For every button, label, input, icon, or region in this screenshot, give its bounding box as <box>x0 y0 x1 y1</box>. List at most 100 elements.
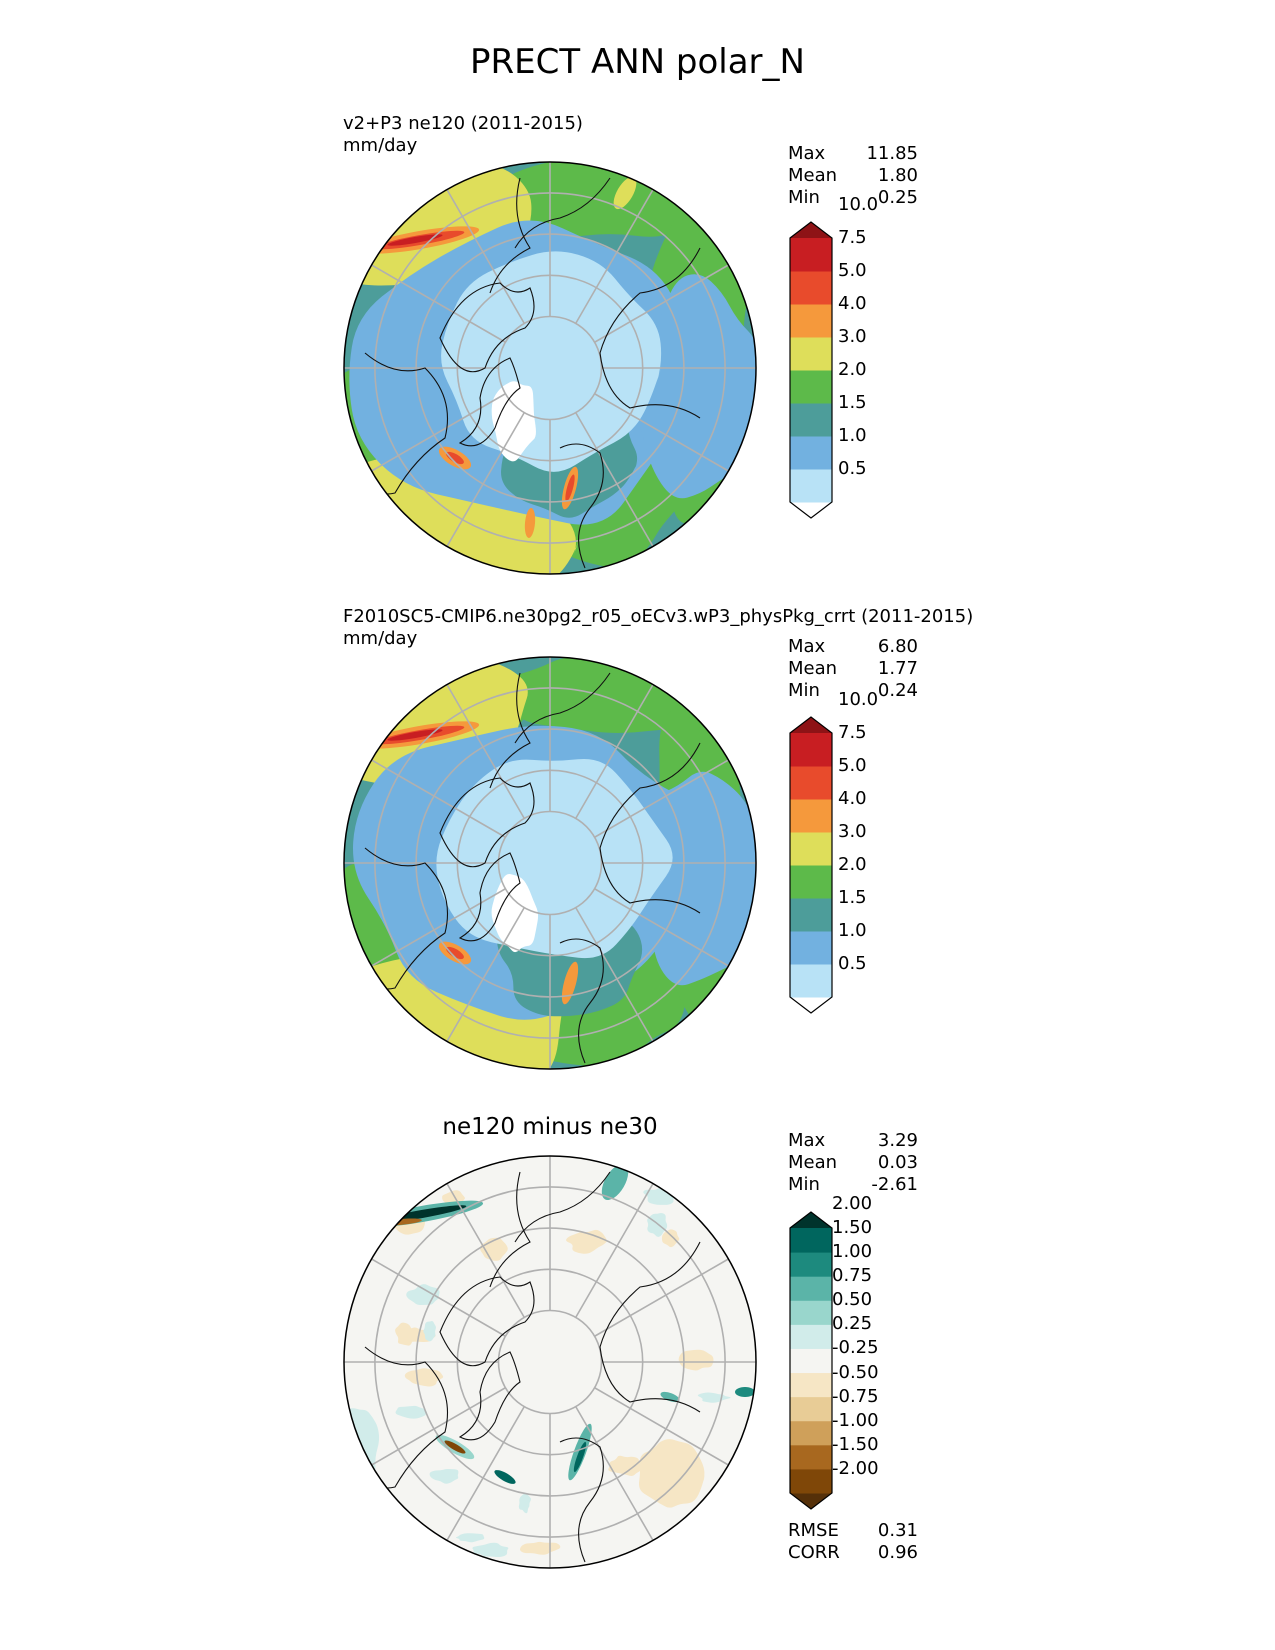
field-streak <box>524 508 536 538</box>
stat-max: 3.29 <box>877 1130 918 1151</box>
colorbar-tick-label: -1.50 <box>832 1433 879 1455</box>
coastline <box>514 672 611 744</box>
colorbar-segment <box>790 1252 832 1277</box>
diff-patch <box>608 1455 643 1476</box>
colorbar-tick-label: 1.50 <box>832 1217 873 1238</box>
stat-label: Min <box>788 187 820 208</box>
meridian-line <box>446 412 525 547</box>
coastline <box>489 672 531 789</box>
meridian-line <box>594 1387 729 1466</box>
panel-1-title: v2+P3 ne120 (2011-2015) mm/day <box>343 113 583 157</box>
coastline <box>599 742 701 914</box>
meridian-line <box>446 1183 525 1318</box>
colorbar-segment <box>790 436 832 470</box>
colorbar-segment <box>790 337 832 371</box>
meridian-line <box>594 264 729 343</box>
metric-label: RMSE <box>788 1520 839 1541</box>
stat-min: 0.25 <box>877 187 918 208</box>
colorbar-segment <box>790 1348 832 1374</box>
panel-1-stats: Max 11.85 Mean 1.80 Min 0.25 <box>788 143 918 209</box>
colorbar-tick-label: 1.0 <box>838 425 867 446</box>
diff-patch <box>472 1542 509 1558</box>
coastline <box>514 1171 611 1243</box>
panel-3-title: ne120 minus ne30 <box>442 1114 658 1140</box>
colorbar-segment <box>790 1372 832 1398</box>
meridian-line <box>371 888 506 967</box>
coastline <box>439 282 535 373</box>
meridian-line <box>371 264 506 343</box>
colorbar-tick-label: 2.00 <box>832 1192 873 1214</box>
meridian-line <box>575 189 654 324</box>
diff-streak <box>601 1163 629 1201</box>
polar-map-2 <box>343 656 757 1070</box>
diff-patch <box>638 1439 706 1508</box>
colorbar-2 <box>789 716 833 1014</box>
colorbar-tick-label: 4.0 <box>838 788 867 809</box>
panel-3-metrics: RMSE 0.31 CORR 0.96 <box>788 1520 918 1564</box>
colorbar-outline <box>789 221 833 519</box>
meridian-line <box>446 684 525 819</box>
colorbar-segment <box>790 370 832 404</box>
map-field <box>344 162 756 574</box>
diff-patch <box>697 1392 733 1403</box>
colorbar-extend-top <box>790 717 832 733</box>
meridian-line <box>575 1406 654 1541</box>
panel-2-stats: Max 6.80 Mean 1.77 Min 0.24 <box>788 636 918 702</box>
colorbar-tick-label: 1.0 <box>838 920 867 941</box>
colorbar-segment <box>790 271 832 305</box>
colorbar-tick-label: 7.5 <box>838 227 867 248</box>
colorbar-tick-label: 0.25 <box>832 1313 873 1335</box>
colorbar-segment <box>790 1444 832 1470</box>
stat-max: 11.85 <box>866 143 918 164</box>
coastline <box>458 852 521 942</box>
meridian-line <box>371 1258 506 1337</box>
colorbar-tick-label: 10.0 <box>838 194 879 215</box>
colorbar-extend-bottom <box>790 1493 832 1509</box>
meridian-line <box>371 393 506 472</box>
stat-label: Max <box>788 636 826 657</box>
map-border <box>343 1155 757 1569</box>
colorbar-segment <box>790 403 832 437</box>
colorbar-tick-label: -0.50 <box>832 1361 879 1383</box>
colorbar-segment <box>790 1228 832 1253</box>
colorbar-segment <box>790 832 832 866</box>
colorbar-segment <box>790 799 832 833</box>
coastline <box>559 443 604 569</box>
coastline <box>458 357 521 447</box>
diff-streak <box>573 1441 587 1473</box>
coastline <box>489 1171 531 1288</box>
meridian-line <box>446 1406 525 1541</box>
meridian-line <box>371 759 506 838</box>
field-blue <box>636 274 756 499</box>
colorbar-segment <box>790 766 832 800</box>
stat-max: 6.80 <box>877 636 918 657</box>
map-field <box>344 657 756 1069</box>
diff-patch <box>395 1405 428 1419</box>
diff-patch <box>429 1469 459 1484</box>
field-streak <box>387 729 443 741</box>
coastline <box>599 1241 701 1413</box>
colorbar-tick-label: 5.0 <box>838 260 867 281</box>
colorbar-tick-label: 3.0 <box>838 821 867 842</box>
colorbar-segment <box>790 1324 832 1349</box>
colorbar-tick-label: -0.75 <box>832 1385 879 1407</box>
diff-patch <box>661 1229 680 1248</box>
meridian-line <box>594 393 729 472</box>
colorbar-tick-label: -1.00 <box>832 1409 879 1431</box>
colorbar-segment <box>790 469 832 503</box>
meridian-line <box>575 684 654 819</box>
colorbar-3 <box>789 1211 833 1510</box>
colorbar-tick-label: -0.25 <box>832 1337 879 1359</box>
colorbar-segment <box>790 238 832 272</box>
diff-patch <box>395 1322 416 1346</box>
coastline <box>439 1276 535 1367</box>
colorbar-segment <box>790 1300 832 1325</box>
meridian-line <box>575 907 654 1042</box>
map-border <box>343 656 757 1070</box>
colorbar-tick-label: 0.50 <box>832 1289 873 1311</box>
colorbar-tick-label: 5.0 <box>838 755 867 776</box>
map-border <box>343 161 757 575</box>
colorbar-tick-label: 1.00 <box>832 1241 873 1263</box>
meridian-line <box>575 412 654 547</box>
stat-label: Min <box>788 680 820 701</box>
